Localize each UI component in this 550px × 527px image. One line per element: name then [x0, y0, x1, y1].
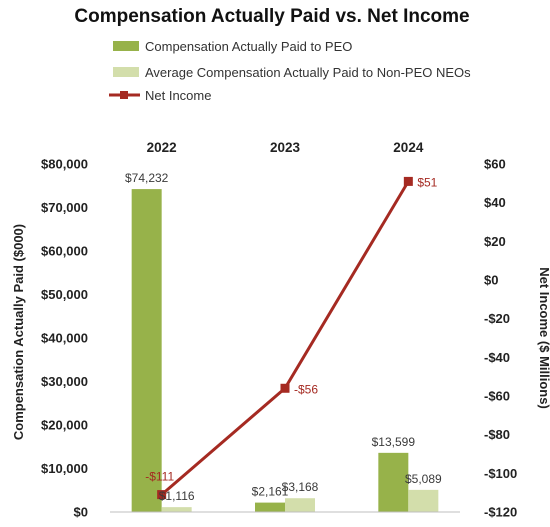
bar-data-label: $13,599 — [372, 435, 416, 449]
net-income-data-label: -$56 — [294, 382, 318, 396]
legend-label-neo: Average Compensation Actually Paid to No… — [145, 65, 471, 80]
bar-neo — [161, 507, 192, 512]
y-left-tick-label: $30,000 — [41, 374, 88, 389]
y-left-tick-label: $10,000 — [41, 461, 88, 476]
bar-data-label: $3,168 — [282, 480, 319, 494]
bar-peo — [378, 452, 409, 512]
legend-swatch-neo — [113, 67, 139, 77]
y-left-tick-label: $20,000 — [41, 418, 88, 433]
y-left-tick-label: $80,000 — [41, 157, 88, 172]
y-right-tick-label: -$60 — [484, 389, 510, 404]
y-left-ticks: $0 $10,000 $20,000 $30,000 $40,000 $50,000 $60… — [41, 157, 88, 520]
y-right-axis-title: Net Income ($ Millions) — [537, 267, 550, 409]
y-left-tick-label: $40,000 — [41, 331, 88, 346]
y-right-ticks: -$120 -$100 -$80 -$60 -$40 -$20 $0 $20 $40 $60 — [484, 157, 517, 520]
legend-label-peo: Compensation Actually Paid to PEO — [145, 39, 352, 54]
y-right-tick-label: -$80 — [484, 427, 510, 442]
y-right-tick-label: -$120 — [484, 505, 517, 520]
y-left-tick-label: $60,000 — [41, 244, 88, 259]
net-income-line — [157, 176, 413, 500]
bar-peo — [131, 189, 162, 512]
category-label: 2023 — [270, 140, 301, 155]
y-right-tick-label: $60 — [484, 157, 506, 172]
bar-data-label: $1,116 — [159, 489, 195, 503]
net-income-data-label: -$111 — [145, 470, 174, 484]
category-labels: 2022 2023 2024 — [147, 140, 424, 155]
y-left-tick-label: $70,000 — [41, 200, 88, 215]
legend: Compensation Actually Paid to PEO Averag… — [109, 39, 471, 103]
net-income-point — [280, 383, 290, 393]
y-left-axis-title: Compensation Actually Paid ($000) — [11, 224, 26, 440]
bar-neo — [285, 498, 315, 512]
y-right-tick-label: -$100 — [484, 466, 517, 481]
legend-swatch-peo — [113, 41, 139, 51]
bar-data-label: $5,089 — [405, 472, 442, 486]
bar-data-label: $74,232 — [125, 171, 169, 185]
bars — [110, 189, 460, 513]
y-left-tick-label: $50,000 — [41, 287, 88, 302]
data-labels: $74,232 $2,161 $13,599 $1,116 $3,168 $5,089 -$… — [125, 171, 442, 503]
category-label: 2022 — [147, 140, 177, 155]
y-right-tick-label: -$20 — [484, 311, 510, 326]
y-right-tick-label: $40 — [484, 195, 506, 210]
legend-marker-net-income — [120, 91, 128, 99]
net-income-point — [403, 176, 413, 186]
net-income-data-label: $51 — [417, 175, 437, 189]
bar-neo — [408, 489, 439, 512]
y-right-tick-label: $0 — [484, 273, 498, 288]
bar-data-label: $2,161 — [252, 485, 289, 499]
y-right-tick-label: $20 — [484, 234, 506, 249]
net-income-point — [157, 490, 167, 500]
y-right-tick-label: -$40 — [484, 350, 510, 365]
y-left-tick-label: $0 — [74, 505, 88, 520]
category-label: 2024 — [393, 140, 424, 155]
bar-peo — [255, 502, 285, 512]
legend-label-net-income: Net Income — [145, 88, 211, 103]
chart-title: Compensation Actually Paid vs. Net Incom… — [74, 6, 469, 27]
